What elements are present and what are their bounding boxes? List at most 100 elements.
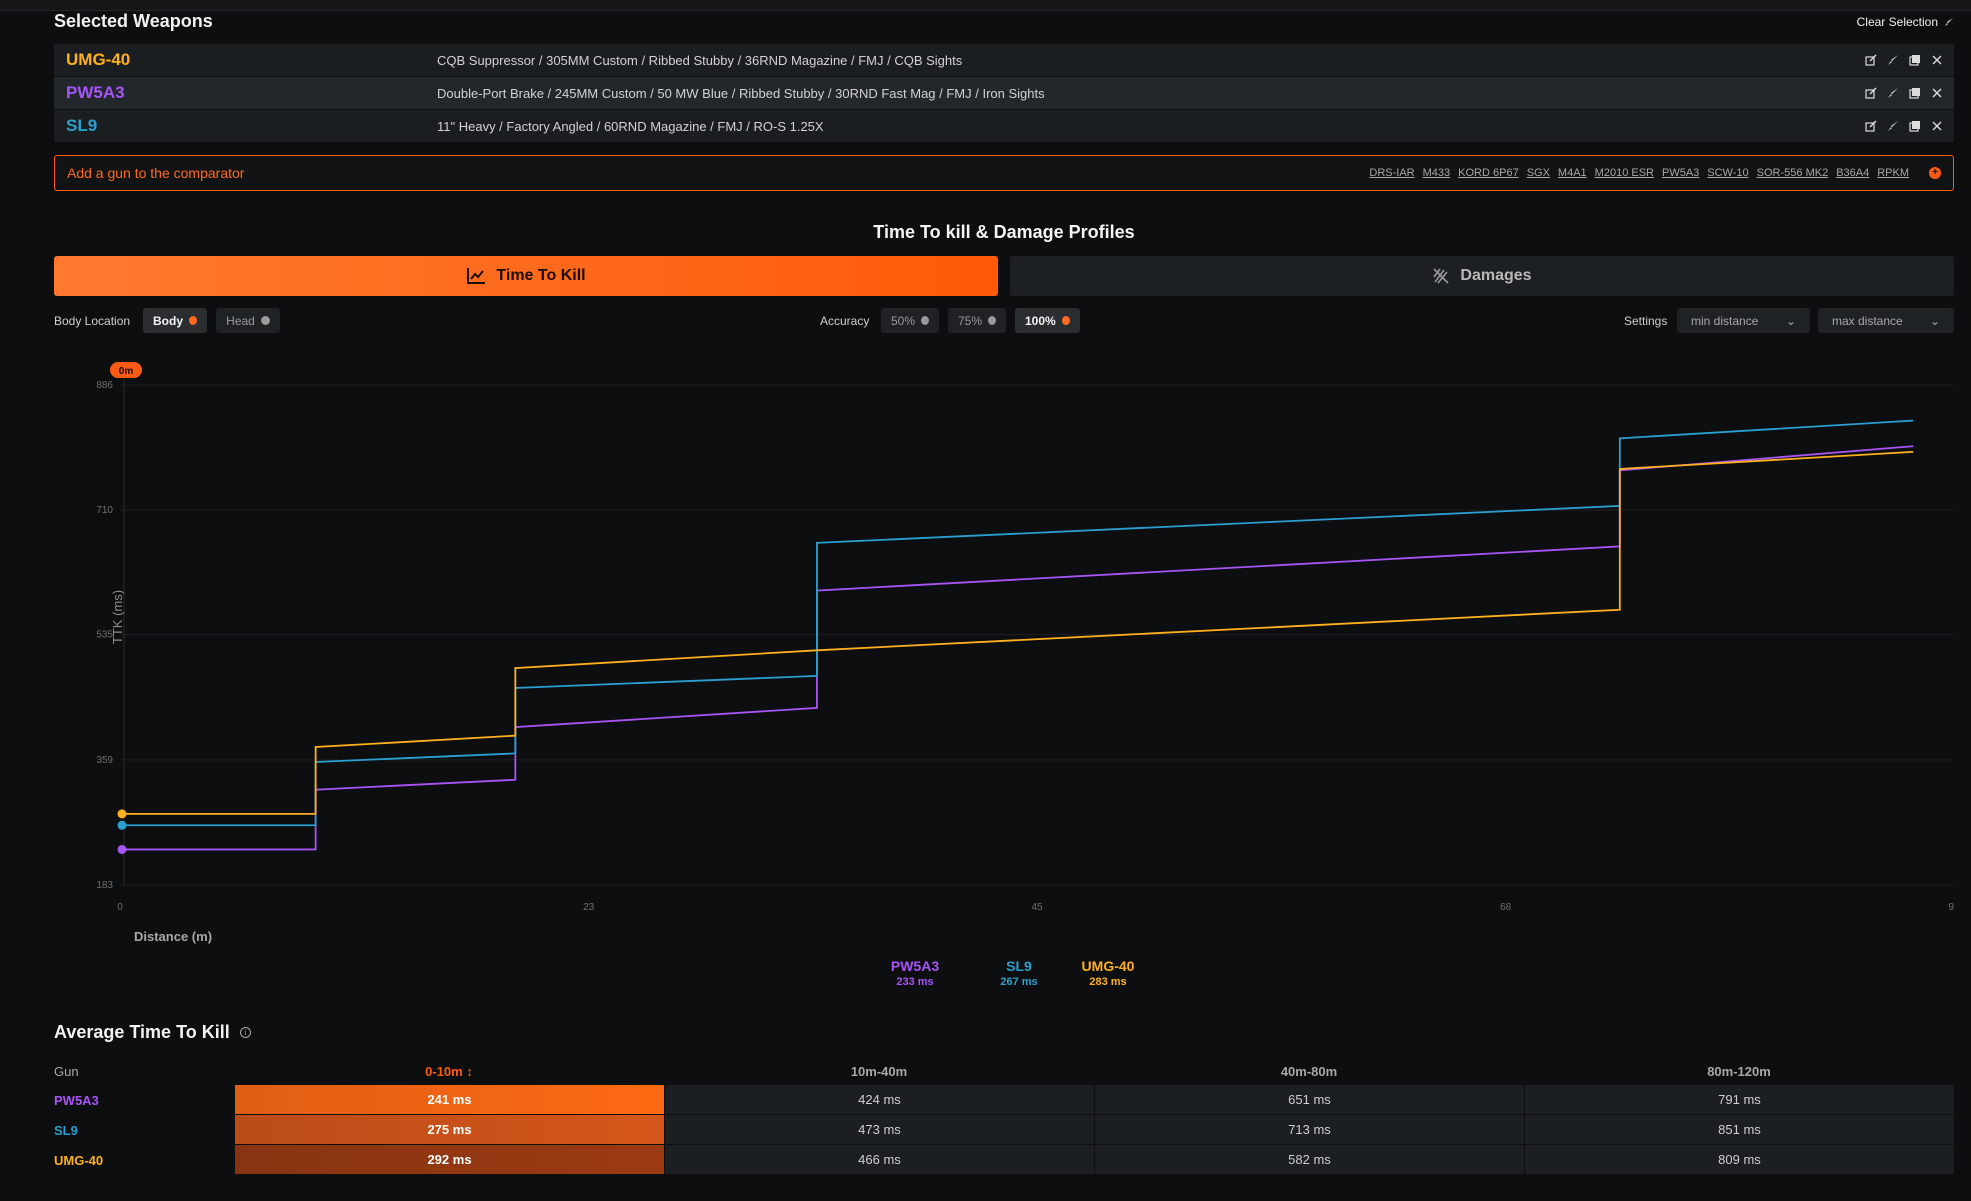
head-chip[interactable]: Head (216, 308, 280, 333)
series-line-umg-40 (120, 450, 1914, 815)
table-cell: 473 ms (664, 1115, 1094, 1144)
gun-suggestion-link[interactable]: M433 (1422, 167, 1451, 179)
legend-item[interactable]: PW5A3 233 ms (880, 958, 950, 988)
distance-cursor-badge (110, 362, 142, 378)
accuracy-50-chip[interactable]: 50% (881, 308, 939, 333)
gun-suggestion-link[interactable]: KORD 6P67 (1458, 167, 1519, 179)
edit-icon[interactable] (1864, 86, 1878, 100)
gun-suggestion-link[interactable]: SGX (1526, 167, 1550, 179)
weapon-build: CQB Suppressor / 305MM Custom / Ribbed S… (437, 52, 963, 68)
accuracy-75-chip[interactable]: 75% (948, 308, 1006, 333)
table-cell: 292 ms (234, 1145, 664, 1174)
edit-icon[interactable] (1864, 119, 1878, 133)
add-icon[interactable]: + (1929, 167, 1941, 179)
inactive-dot-icon (921, 316, 929, 325)
gun-column-header: Gun (54, 1064, 79, 1079)
info-icon[interactable]: i (239, 1027, 251, 1038)
tab-time-to-kill-label: Time To Kill (496, 267, 586, 284)
table-cell: 651 ms (1094, 1085, 1524, 1114)
table-header: Gun 0-10m ↕ 10m-40m 40m-80m 80m-120m (54, 1058, 1954, 1084)
weapon-name: PW5A3 (66, 83, 125, 102)
x-tick-label: 0 (117, 902, 123, 913)
inactive-dot-icon (988, 316, 996, 325)
selected-weapons-list: UMG-40 CQB Suppressor / 305MM Custom / Ri… (54, 44, 1954, 143)
gun-suggestions: DRS-IAR M433 KORD 6P67 SGX M4A1 M2010 ESR PW5A… (1369, 167, 1909, 179)
copy-icon[interactable] (1908, 53, 1922, 67)
chevron-down-icon: ⌄ (1785, 313, 1796, 328)
gun-suggestion-link[interactable]: SOR-556 MK2 (1756, 167, 1829, 179)
legend-value: 267 ms (1000, 976, 1038, 988)
clear-selection-button[interactable]: Clear Selection (1857, 15, 1954, 29)
table-cell: 713 ms (1094, 1115, 1524, 1144)
brush-icon (1945, 18, 1953, 26)
max-distance-select[interactable]: max distance ⌄ (1818, 308, 1954, 333)
gun-suggestion-link[interactable]: B36A4 (1836, 167, 1870, 179)
edit-icon[interactable] (1864, 53, 1878, 67)
legend-value: 283 ms (1089, 976, 1127, 988)
accuracy-100-label: 100% (1025, 313, 1056, 328)
table-cell: 791 ms (1524, 1085, 1954, 1114)
filters-bar: Body Location Body Head Accuracy 50% 75%… (54, 308, 1954, 334)
y-tick-label: 535 (96, 630, 113, 641)
gun-suggestion-link[interactable]: M2010 ESR (1594, 167, 1654, 179)
table-cell: 241 ms (234, 1085, 664, 1114)
x-axis-label: Distance (m) (134, 929, 212, 944)
weapon-build: Double-Port Brake / 245MM Custom / 50 MW… (437, 85, 1045, 101)
legend-item[interactable]: UMG-40 283 ms (1073, 958, 1143, 988)
body-chip-label: Body (153, 313, 183, 328)
row-gun-name: UMG-40 (54, 1153, 104, 1168)
close-icon[interactable] (1930, 53, 1944, 67)
min-distance-value: min distance (1691, 313, 1759, 328)
gun-suggestion-link[interactable]: SCW-10 (1707, 167, 1749, 179)
brush-icon[interactable] (1886, 86, 1900, 100)
series-line-sl9 (120, 419, 1914, 827)
y-tick-label: 359 (96, 755, 113, 766)
close-icon[interactable] (1930, 86, 1944, 100)
table-row: PW5A3 241 ms 424 ms 651 ms 791 ms (54, 1084, 1954, 1114)
weapon-row: PW5A3 Double-Port Brake / 245MM Custom / … (54, 77, 1954, 110)
column-header: 40m-80m (1280, 1064, 1338, 1079)
table-row: SL9 275 ms 473 ms 713 ms 851 ms (54, 1114, 1954, 1144)
table-cell: 466 ms (664, 1145, 1094, 1174)
series-start-point (117, 844, 127, 854)
x-tick-label: 68 (1500, 902, 1512, 913)
tab-damages[interactable]: Damages (1010, 256, 1954, 296)
table-cell: 809 ms (1524, 1145, 1954, 1174)
x-tick-label: 45 (1031, 902, 1043, 913)
accuracy-75-label: 75% (958, 313, 983, 328)
gun-suggestion-link[interactable]: RPKM (1877, 167, 1909, 179)
table-cell: 424 ms (664, 1085, 1094, 1114)
table-row: UMG-40 292 ms 466 ms 582 ms 809 ms (54, 1144, 1954, 1174)
clear-selection-label: Clear Selection (1856, 15, 1938, 29)
tab-time-to-kill[interactable]: Time To Kill (54, 256, 998, 296)
x-tick-label: 90 (1948, 902, 1954, 913)
average-ttk-title-text: Average Time To Kill (54, 1022, 230, 1042)
line-chart-icon (467, 268, 486, 284)
tab-damages-label: Damages (1460, 267, 1532, 284)
distance-cursor-label: 0m (119, 366, 134, 377)
body-location-label: Body Location (54, 314, 131, 328)
brush-icon[interactable] (1886, 53, 1900, 67)
accuracy-100-chip[interactable]: 100% (1015, 308, 1080, 333)
weapon-row: UMG-40 CQB Suppressor / 305MM Custom / Ri… (54, 44, 1954, 77)
copy-icon[interactable] (1908, 86, 1922, 100)
selected-weapons-title: Selected Weapons (54, 11, 213, 31)
y-tick-label: 183 (96, 880, 113, 891)
head-chip-label: Head (226, 313, 255, 328)
row-gun-name: PW5A3 (54, 1093, 99, 1108)
body-chip[interactable]: Body (143, 308, 207, 333)
min-distance-select[interactable]: min distance ⌄ (1677, 308, 1810, 333)
add-gun-input[interactable]: Add a gun to the comparator DRS-IAR M433 K… (54, 155, 1954, 191)
gun-suggestion-link[interactable]: PW5A3 (1661, 167, 1700, 179)
brush-icon[interactable] (1886, 119, 1900, 133)
weapon-row: SL9 11" Heavy / Factory Angled / 60RND Ma… (54, 110, 1954, 143)
column-header[interactable]: 0-10m ↕ (425, 1064, 473, 1079)
row-gun-name: SL9 (54, 1123, 78, 1138)
legend-name: PW5A3 (890, 958, 940, 974)
gun-suggestion-link[interactable]: M4A1 (1557, 167, 1587, 179)
close-icon[interactable] (1930, 119, 1944, 133)
copy-icon[interactable] (1908, 119, 1922, 133)
legend-item[interactable]: SL9 267 ms (984, 958, 1054, 988)
gun-suggestion-link[interactable]: DRS-IAR (1369, 167, 1415, 179)
table-cell: 275 ms (234, 1115, 664, 1144)
